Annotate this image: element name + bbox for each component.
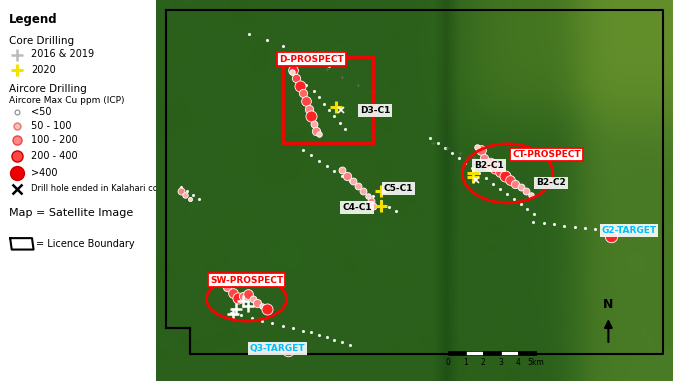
Text: >400: >400 [31,168,58,178]
Text: 2020: 2020 [31,65,56,75]
Text: Core Drilling: Core Drilling [9,36,75,46]
Bar [501,351,518,355]
Text: C5-C1: C5-C1 [384,184,413,193]
Text: = Licence Boundary: = Licence Boundary [36,239,135,249]
Text: 3: 3 [499,358,503,367]
Text: 50 - 100: 50 - 100 [31,121,72,131]
Text: <50: <50 [31,107,52,117]
Text: N: N [603,298,614,311]
Text: CT-PROSPECT: CT-PROSPECT [512,150,581,159]
Text: 2016 & 2019: 2016 & 2019 [31,50,94,59]
Text: Map = Satellite Image: Map = Satellite Image [9,208,134,218]
Text: D3-C1: D3-C1 [360,106,390,115]
Bar [466,351,483,355]
Text: 200 - 400: 200 - 400 [31,151,78,161]
Bar [283,57,374,143]
Text: 2: 2 [481,358,486,367]
Text: 0: 0 [446,358,451,367]
Text: B2-C1: B2-C1 [474,161,504,170]
Text: C4-C1: C4-C1 [342,203,371,212]
Text: Aircore Drilling: Aircore Drilling [9,84,87,94]
Text: G2-TARGET: G2-TARGET [602,226,657,235]
Bar [483,351,501,355]
Text: Q3-TARGET: Q3-TARGET [250,344,306,353]
Bar [518,351,536,355]
Text: Aircore Max Cu ppm (ICP): Aircore Max Cu ppm (ICP) [9,96,125,105]
Text: 100 - 200: 100 - 200 [31,135,78,145]
Text: Drill hole ended in Kalahari cover: Drill hole ended in Kalahari cover [31,184,172,193]
Text: 4: 4 [516,358,521,367]
Text: Legend: Legend [9,13,58,26]
Text: B2-C2: B2-C2 [536,178,566,187]
Text: 5km: 5km [528,358,544,367]
Text: SW-PROSPECT: SW-PROSPECT [210,275,283,285]
Text: 1: 1 [464,358,468,367]
Text: D-PROSPECT: D-PROSPECT [279,54,344,64]
Bar [448,351,466,355]
